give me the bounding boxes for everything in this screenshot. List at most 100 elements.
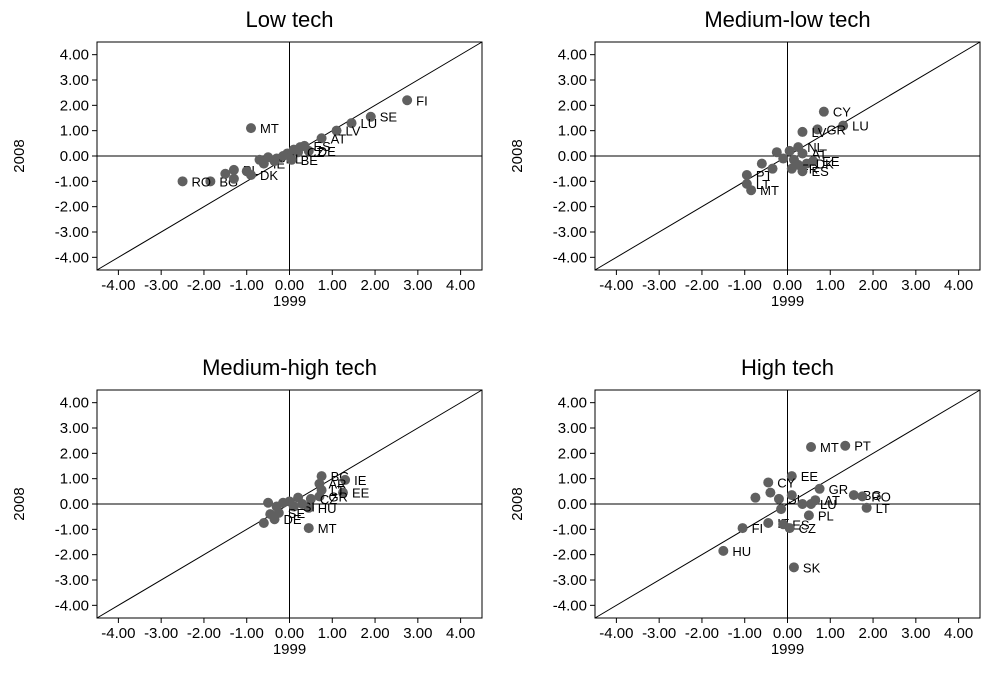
point-label: SE bbox=[380, 110, 398, 125]
y-axis-label: 2008 bbox=[11, 487, 28, 520]
y-tick-label: 2.00 bbox=[558, 97, 587, 114]
y-tick-label: 4.00 bbox=[60, 395, 89, 412]
point-label: GR bbox=[328, 489, 348, 504]
point-label: LU bbox=[820, 497, 837, 512]
y-tick-label: -3.00 bbox=[55, 224, 89, 241]
point-label: ES bbox=[792, 517, 810, 532]
y-tick-label: 2.00 bbox=[60, 97, 89, 114]
x-tick-label: 1.00 bbox=[816, 625, 845, 642]
point-label: DE bbox=[318, 144, 336, 159]
x-tick-label: 0.00 bbox=[275, 277, 304, 294]
x-tick-label: 0.00 bbox=[773, 625, 802, 642]
x-tick-label: -4.00 bbox=[101, 277, 135, 294]
scatter-point bbox=[750, 492, 761, 503]
scatter-point bbox=[228, 164, 239, 175]
x-tick-label: 1.00 bbox=[318, 277, 347, 294]
chart-panel-medium-high-tech: Medium-high tech -4.00 -4.00 -3.00 -3.00 -2.0… bbox=[0, 348, 498, 695]
scatter-point bbox=[316, 471, 327, 482]
scatter-point bbox=[254, 154, 265, 165]
x-tick-label: 0.00 bbox=[275, 625, 304, 642]
scatter-point bbox=[765, 487, 776, 498]
chart-panel-medium-low-tech: Medium-low tech -4.00 -4.00 -3.00 -3.00 -2.00… bbox=[498, 0, 996, 347]
x-tick-label: 2.00 bbox=[360, 277, 389, 294]
scatter-point bbox=[241, 166, 252, 177]
y-tick-label: 2.00 bbox=[558, 445, 587, 462]
x-tick-label: 3.00 bbox=[901, 277, 930, 294]
scatter-point bbox=[269, 156, 280, 167]
scatter-point bbox=[784, 523, 795, 534]
y-tick-label: 4.00 bbox=[558, 47, 587, 64]
x-tick-label: 2.00 bbox=[858, 625, 887, 642]
point-label: BG bbox=[863, 488, 882, 503]
y-tick-label: -1.00 bbox=[553, 521, 587, 538]
x-tick-label: 3.00 bbox=[403, 625, 432, 642]
x-tick-label: -3.00 bbox=[642, 625, 676, 642]
y-tick-label: 3.00 bbox=[558, 72, 587, 89]
chart-panel-low-tech: Low tech -4.00 -4.00 -3.00 -3.00 -2.00 -2.00 -1… bbox=[0, 0, 498, 347]
point-label: GR bbox=[826, 122, 846, 137]
point-label: MT bbox=[820, 440, 839, 455]
scatter-point bbox=[812, 124, 823, 135]
point-label: CZ bbox=[799, 521, 816, 536]
point-label: AT bbox=[331, 131, 347, 146]
y-tick-label: -1.00 bbox=[55, 521, 89, 538]
y-tick-label: 1.00 bbox=[558, 471, 587, 488]
point-label: RO bbox=[192, 174, 212, 189]
x-axis-label: 1999 bbox=[771, 293, 804, 310]
x-tick-label: -3.00 bbox=[144, 277, 178, 294]
x-tick-label: -1.00 bbox=[230, 625, 264, 642]
scatter-point bbox=[857, 491, 868, 502]
scatter-point bbox=[797, 148, 808, 159]
scatter-point bbox=[284, 496, 295, 507]
x-tick-label: -4.00 bbox=[599, 625, 633, 642]
x-tick-label: -2.00 bbox=[187, 625, 221, 642]
y-tick-label: -2.00 bbox=[553, 199, 587, 216]
x-axis-label: 1999 bbox=[771, 641, 804, 658]
point-label: GR bbox=[829, 482, 849, 497]
scatter-point bbox=[814, 483, 825, 494]
scatter-point bbox=[848, 490, 859, 501]
scatter-point bbox=[337, 487, 348, 498]
point-label: LT bbox=[331, 483, 345, 498]
scatter-point bbox=[746, 185, 757, 196]
point-label: CZ bbox=[320, 492, 337, 507]
point-label: EE bbox=[352, 486, 370, 501]
x-tick-label: -3.00 bbox=[642, 277, 676, 294]
point-label: SK bbox=[803, 560, 821, 575]
y-tick-label: 4.00 bbox=[60, 47, 89, 64]
point-label: FI bbox=[416, 93, 428, 108]
x-tick-label: -2.00 bbox=[187, 277, 221, 294]
point-label: ES bbox=[313, 139, 331, 154]
y-axis-label: 2008 bbox=[509, 139, 526, 172]
point-label: AT bbox=[824, 493, 840, 508]
scatter-point bbox=[771, 147, 782, 158]
chart-title: Low tech bbox=[245, 7, 333, 32]
scatter-point bbox=[763, 518, 774, 528]
scatter-point bbox=[756, 158, 767, 169]
scatter-point bbox=[784, 145, 795, 156]
y-axis-label: 2008 bbox=[11, 139, 28, 172]
x-tick-label: 1.00 bbox=[318, 625, 347, 642]
x-tick-label: -3.00 bbox=[144, 625, 178, 642]
scatter-point bbox=[786, 471, 797, 482]
x-tick-label: -4.00 bbox=[101, 625, 135, 642]
y-tick-label: 1.00 bbox=[60, 123, 89, 140]
point-label: LU bbox=[361, 116, 378, 131]
y-tick-label: 3.00 bbox=[558, 420, 587, 437]
x-tick-label: 4.00 bbox=[446, 277, 475, 294]
scatter-point bbox=[806, 442, 817, 452]
scatter-point bbox=[331, 125, 342, 136]
y-tick-label: -3.00 bbox=[55, 572, 89, 589]
scatter-point bbox=[346, 118, 357, 129]
point-label: EE bbox=[801, 469, 819, 484]
point-label: HU bbox=[732, 544, 751, 559]
point-label: IE bbox=[354, 473, 367, 488]
point-label: MT bbox=[760, 183, 779, 198]
scatter-point bbox=[763, 477, 774, 488]
scatter-point bbox=[303, 145, 314, 156]
y-tick-label: 0.00 bbox=[60, 496, 89, 513]
x-tick-label: -1.00 bbox=[728, 277, 762, 294]
point-label: LV bbox=[346, 124, 361, 139]
chart-title: High tech bbox=[741, 355, 834, 380]
x-tick-label: 2.00 bbox=[858, 277, 887, 294]
